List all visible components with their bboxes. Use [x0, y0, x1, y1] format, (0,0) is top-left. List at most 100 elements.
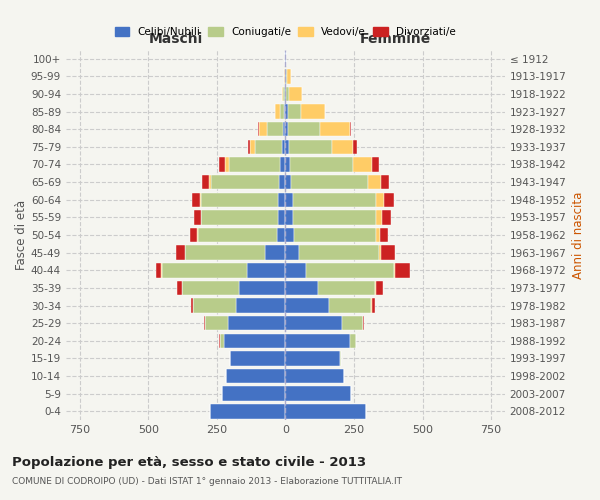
- Bar: [202, 192, 278, 207]
- Bar: [190, 228, 197, 242]
- Bar: [176, 246, 185, 260]
- Bar: [286, 386, 351, 401]
- Text: Femmine: Femmine: [359, 32, 431, 46]
- Bar: [267, 122, 283, 136]
- Bar: [292, 175, 368, 190]
- Bar: [332, 140, 353, 154]
- Bar: [228, 316, 286, 330]
- Bar: [286, 140, 289, 154]
- Bar: [185, 246, 265, 260]
- Bar: [381, 175, 389, 190]
- Bar: [379, 246, 381, 260]
- Bar: [286, 122, 287, 136]
- Bar: [277, 228, 286, 242]
- Bar: [248, 140, 250, 154]
- Bar: [259, 122, 267, 136]
- Bar: [287, 104, 301, 119]
- Bar: [193, 298, 236, 313]
- Text: COMUNE DI CODROIPO (UD) - Dati ISTAT 1° gennaio 2013 - Elaborazione TUTTITALIA.I: COMUNE DI CODROIPO (UD) - Dati ISTAT 1° …: [12, 477, 402, 486]
- Bar: [376, 228, 380, 242]
- Bar: [376, 280, 383, 295]
- Bar: [282, 140, 286, 154]
- Bar: [301, 104, 325, 119]
- Bar: [226, 369, 286, 384]
- Bar: [278, 192, 286, 207]
- Bar: [209, 175, 211, 190]
- Bar: [372, 298, 374, 313]
- Bar: [197, 228, 277, 242]
- Bar: [162, 263, 247, 278]
- Bar: [395, 263, 410, 278]
- Bar: [265, 246, 286, 260]
- Bar: [202, 175, 209, 190]
- Bar: [286, 228, 294, 242]
- Bar: [225, 158, 229, 172]
- Bar: [350, 334, 356, 348]
- Bar: [286, 263, 306, 278]
- Bar: [368, 175, 381, 190]
- Bar: [394, 263, 395, 278]
- Bar: [229, 158, 280, 172]
- Bar: [286, 192, 293, 207]
- Bar: [286, 210, 293, 224]
- Bar: [211, 175, 280, 190]
- Bar: [353, 158, 371, 172]
- Bar: [286, 175, 292, 190]
- Bar: [371, 158, 379, 172]
- Bar: [220, 334, 224, 348]
- Bar: [306, 263, 394, 278]
- Legend: Celibi/Nubili, Coniugati/e, Vedovi/e, Divorziati/e: Celibi/Nubili, Coniugati/e, Vedovi/e, Di…: [111, 22, 460, 41]
- Bar: [255, 140, 282, 154]
- Bar: [286, 280, 318, 295]
- Bar: [286, 316, 341, 330]
- Bar: [286, 246, 299, 260]
- Bar: [287, 69, 290, 84]
- Bar: [381, 246, 395, 260]
- Bar: [182, 280, 239, 295]
- Bar: [224, 334, 286, 348]
- Bar: [177, 280, 182, 295]
- Bar: [384, 192, 394, 207]
- Y-axis label: Fasce di età: Fasce di età: [15, 200, 28, 270]
- Bar: [275, 104, 280, 119]
- Bar: [286, 404, 366, 418]
- Bar: [329, 298, 371, 313]
- Bar: [204, 316, 205, 330]
- Bar: [200, 210, 202, 224]
- Bar: [239, 280, 286, 295]
- Bar: [280, 104, 284, 119]
- Bar: [250, 140, 255, 154]
- Bar: [341, 316, 363, 330]
- Text: Popolazione per età, sesso e stato civile - 2013: Popolazione per età, sesso e stato civil…: [12, 456, 366, 469]
- Bar: [219, 158, 225, 172]
- Bar: [222, 386, 286, 401]
- Bar: [283, 86, 284, 101]
- Bar: [236, 298, 286, 313]
- Bar: [210, 404, 286, 418]
- Bar: [278, 210, 286, 224]
- Bar: [289, 86, 302, 101]
- Y-axis label: Anni di nascita: Anni di nascita: [572, 192, 585, 278]
- Bar: [320, 122, 350, 136]
- Bar: [280, 175, 286, 190]
- Bar: [286, 351, 340, 366]
- Bar: [376, 192, 384, 207]
- Bar: [286, 158, 290, 172]
- Bar: [294, 228, 376, 242]
- Bar: [376, 210, 382, 224]
- Bar: [299, 246, 379, 260]
- Bar: [340, 351, 341, 366]
- Bar: [286, 298, 329, 313]
- Bar: [156, 263, 161, 278]
- Bar: [289, 140, 332, 154]
- Bar: [284, 104, 286, 119]
- Bar: [205, 316, 228, 330]
- Bar: [200, 192, 202, 207]
- Bar: [230, 351, 286, 366]
- Bar: [191, 298, 193, 313]
- Bar: [194, 210, 200, 224]
- Bar: [293, 192, 376, 207]
- Bar: [286, 334, 350, 348]
- Bar: [290, 158, 353, 172]
- Bar: [318, 280, 376, 295]
